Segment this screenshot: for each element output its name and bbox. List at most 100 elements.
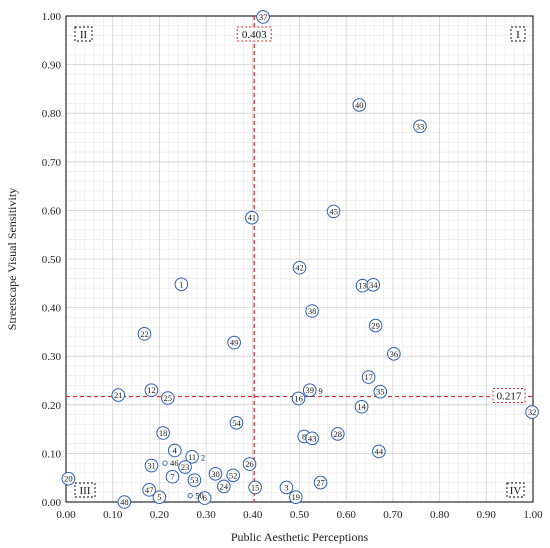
point-label: 29 — [371, 321, 380, 331]
y-tick-label: 0.60 — [42, 205, 62, 217]
point-label: 28 — [334, 429, 343, 439]
data-point — [525, 405, 539, 419]
x-tick-label: 0.30 — [196, 509, 216, 521]
point-label: 52 — [229, 470, 238, 480]
quadrant-box — [74, 482, 96, 498]
point-label: 33 — [416, 121, 425, 131]
point-label: 17 — [364, 372, 373, 382]
data-point — [187, 493, 193, 499]
y-tick-label: 0.20 — [42, 400, 62, 412]
point-label: 45 — [329, 206, 338, 216]
x-axis-title: Public Aesthetic Perceptions — [231, 530, 369, 544]
data-point — [326, 204, 341, 219]
x-tick-label: 0.70 — [383, 509, 403, 521]
point-label: 34 — [369, 280, 378, 290]
data-point — [279, 480, 294, 495]
x-tick-label: 0.80 — [430, 509, 450, 521]
point-label: 9 — [319, 386, 323, 396]
quadrant-label: III — [80, 485, 91, 497]
data-point — [165, 469, 180, 484]
data-point — [156, 426, 170, 440]
threshold-y-box — [492, 388, 526, 404]
point-label: 38 — [308, 306, 317, 316]
threshold-x-box — [236, 26, 272, 42]
data-point — [372, 444, 386, 459]
point-label: 37 — [259, 12, 268, 22]
point-label: 8 — [302, 431, 306, 441]
data-point — [117, 495, 132, 509]
point-label: 24 — [220, 481, 229, 491]
point-label: 1 — [179, 279, 183, 289]
major-grid — [65, 15, 534, 503]
x-tick-label: 0.40 — [243, 509, 263, 521]
y-axis-ticks: 0.00 0.10 0.20 0.30 0.40 0.50 0.60 0.70 0.80 0.90… — [42, 11, 62, 509]
point-label: 31 — [147, 461, 156, 471]
point-label: 2 — [201, 452, 205, 462]
point-label: 42 — [295, 263, 304, 273]
quadrant-box — [506, 482, 525, 498]
point-label: 18 — [159, 428, 168, 438]
point-label: 48 — [120, 497, 129, 507]
data-point — [168, 443, 182, 458]
y-tick-label: 0.10 — [42, 448, 62, 460]
data-point — [366, 277, 381, 292]
data-point — [361, 370, 376, 384]
point-label: 36 — [390, 349, 399, 359]
y-tick-label: 0.00 — [42, 497, 62, 509]
point-label: 50 — [195, 491, 204, 501]
quadrant-label: IV — [510, 485, 522, 497]
data-point — [142, 483, 156, 497]
point-label: 4 — [173, 445, 178, 455]
data-point — [185, 450, 199, 464]
data-point — [197, 491, 212, 505]
data-point — [292, 260, 307, 275]
data-point — [229, 415, 244, 430]
data-point — [111, 388, 126, 402]
data-point — [187, 473, 202, 487]
quadrant-box — [74, 26, 93, 42]
point-label: 54 — [232, 418, 241, 428]
data-point — [137, 327, 152, 341]
data-point — [217, 479, 231, 494]
point-label: 35 — [376, 387, 385, 397]
point-label: 5 — [157, 492, 161, 502]
point-label: 39 — [306, 385, 315, 395]
point-label: 3 — [284, 482, 288, 492]
x-tick-label: 0.60 — [337, 509, 357, 521]
point-label: 44 — [375, 446, 384, 456]
data-point — [242, 457, 257, 471]
point-label: 14 — [357, 402, 366, 412]
data-point — [368, 318, 383, 333]
data-point — [305, 304, 319, 318]
x-tick-label: 0.00 — [56, 509, 76, 521]
point-label: 13 — [358, 281, 367, 291]
point-label: 47 — [145, 485, 154, 495]
data-point — [144, 458, 159, 473]
point-label: 40 — [355, 100, 364, 110]
data-point — [413, 119, 427, 134]
y-tick-label: 0.80 — [42, 108, 62, 120]
x-tick-label: 0.10 — [103, 509, 123, 521]
data-point — [144, 383, 159, 398]
point-label: 30 — [211, 469, 220, 479]
point-label: 41 — [248, 213, 257, 223]
data-point — [178, 460, 192, 474]
data-point — [288, 490, 303, 504]
point-label: 32 — [528, 407, 537, 417]
data-point — [248, 480, 262, 495]
data-point — [61, 471, 76, 486]
y-tick-label: 0.70 — [42, 157, 62, 169]
point-label: 23 — [181, 462, 190, 472]
x-tick-label: 1.00 — [523, 509, 543, 521]
quadrant-box — [510, 26, 526, 42]
data-point — [174, 277, 189, 292]
data-point — [245, 210, 259, 225]
data-point — [227, 335, 241, 350]
data-point — [354, 399, 369, 414]
data-point — [256, 10, 270, 24]
point-label: 25 — [164, 393, 173, 403]
point-label: 26 — [245, 459, 254, 469]
point-label: 21 — [114, 390, 123, 400]
data-point — [291, 391, 306, 406]
